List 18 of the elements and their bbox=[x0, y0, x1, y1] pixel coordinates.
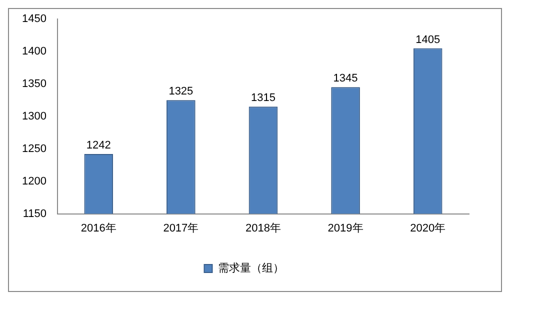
y-tick-label: 1400 bbox=[22, 46, 46, 58]
y-tick-label: 1150 bbox=[22, 208, 46, 220]
y-tick-label: 1200 bbox=[22, 175, 46, 188]
y-tick-label: 1300 bbox=[22, 110, 46, 122]
y-tick-label: 1450 bbox=[22, 13, 46, 26]
data-label: 1315 bbox=[250, 92, 276, 104]
data-label: 1242 bbox=[86, 140, 111, 152]
x-tick-label: 2016年 bbox=[80, 222, 116, 234]
data-label: 1345 bbox=[333, 72, 358, 85]
data-label: 1325 bbox=[168, 86, 194, 98]
data-label: 1405 bbox=[416, 34, 440, 46]
x-tick-label: 2018年 bbox=[245, 222, 281, 234]
y-tick-label: 1350 bbox=[22, 78, 46, 90]
x-tick-label: 2017年 bbox=[163, 222, 199, 234]
x-tick-label: 2019年 bbox=[328, 222, 364, 234]
y-tick-label: 1250 bbox=[22, 142, 46, 155]
x-tick-label: 2020年 bbox=[410, 222, 446, 234]
legend-label: 需求量（组） bbox=[218, 262, 284, 275]
